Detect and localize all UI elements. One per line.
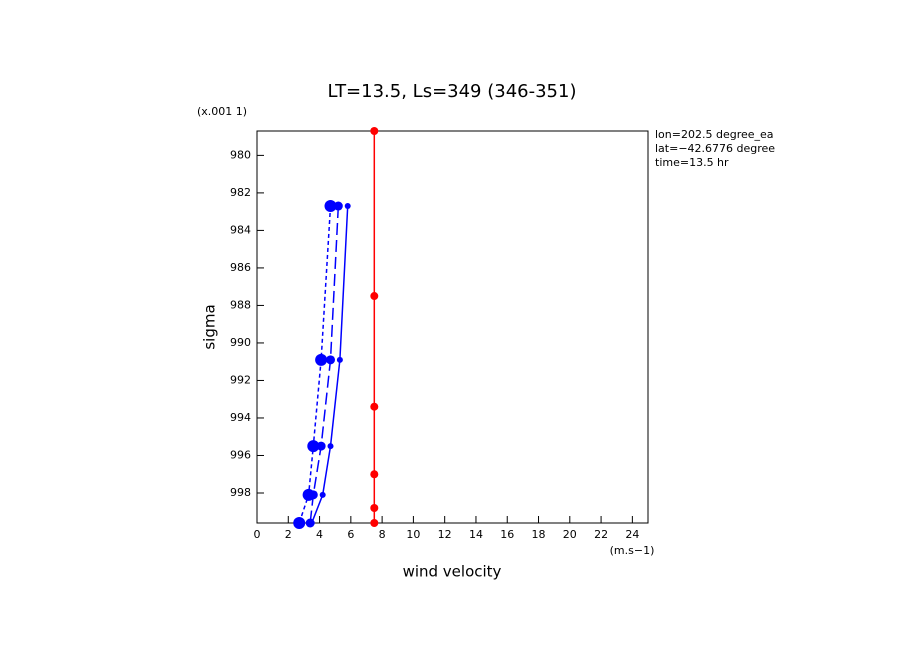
x-tick-label: 22	[594, 528, 608, 541]
marker	[344, 203, 351, 210]
marker	[370, 519, 379, 527]
marker	[324, 200, 337, 213]
y-tick-label: 986	[230, 261, 251, 274]
marker	[316, 441, 326, 451]
y-tick-label: 992	[230, 373, 251, 386]
marker	[308, 520, 315, 526]
x-tick-label: 6	[347, 528, 354, 541]
marker	[370, 127, 379, 135]
y-tick-label: 988	[230, 298, 251, 311]
y-tick-label: 984	[230, 223, 251, 236]
y-tick-label: 982	[230, 186, 251, 199]
x-tick-label: 14	[469, 528, 483, 541]
x-tick-label: 16	[500, 528, 514, 541]
x-tick-label: 10	[406, 528, 420, 541]
x-tick-label: 2	[285, 528, 292, 541]
marker	[326, 355, 336, 365]
x-tick-label: 24	[625, 528, 639, 541]
x-units: (m.s−1)	[610, 544, 655, 557]
y-units: (x.001 1)	[197, 105, 247, 118]
chart-title: LT=13.5, Ls=349 (346-351)	[328, 81, 577, 102]
annotation: time=13.5 hr	[655, 156, 729, 169]
marker	[370, 292, 379, 301]
marker	[327, 443, 334, 450]
x-label: wind velocity	[403, 563, 502, 581]
marker	[370, 503, 379, 512]
y-label: sigma	[201, 304, 219, 349]
y-tick-label: 994	[230, 411, 251, 424]
marker	[333, 201, 343, 211]
marker	[307, 440, 320, 453]
annotation: lat=−42.6776 degree	[655, 142, 775, 155]
marker	[319, 491, 326, 498]
x-tick-label: 12	[438, 528, 452, 541]
plot-frame	[256, 130, 649, 524]
x-tick-label: 18	[532, 528, 546, 541]
y-tick-label: 996	[230, 448, 251, 461]
x-tick-label: 0	[254, 528, 261, 541]
marker	[370, 402, 379, 411]
marker	[315, 353, 328, 366]
y-tick-label: 990	[230, 336, 251, 349]
marker	[308, 490, 318, 500]
marker	[293, 517, 306, 529]
x-tick-label: 20	[563, 528, 577, 541]
annotation: lon=202.5 degree_ea	[655, 128, 774, 141]
marker	[336, 356, 343, 363]
x-tick-label: 4	[316, 528, 323, 541]
x-tick-label: 8	[379, 528, 386, 541]
marker	[370, 470, 379, 479]
y-tick-label: 980	[230, 148, 251, 161]
y-tick-label: 998	[230, 486, 251, 499]
